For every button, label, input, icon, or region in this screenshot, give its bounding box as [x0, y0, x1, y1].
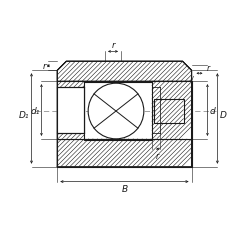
- Text: r: r: [155, 151, 159, 160]
- Polygon shape: [57, 139, 191, 167]
- Text: r: r: [43, 62, 46, 71]
- Text: d: d: [209, 106, 214, 115]
- Polygon shape: [57, 62, 191, 167]
- Polygon shape: [57, 62, 191, 82]
- Polygon shape: [151, 82, 191, 139]
- Text: B: B: [121, 184, 127, 193]
- Text: D: D: [219, 110, 226, 119]
- Text: r: r: [206, 64, 209, 73]
- Polygon shape: [153, 100, 183, 123]
- Polygon shape: [84, 82, 151, 83]
- Text: D₁: D₁: [19, 110, 29, 119]
- Polygon shape: [84, 139, 151, 140]
- Text: d₁: d₁: [30, 106, 39, 115]
- Polygon shape: [57, 88, 84, 133]
- Polygon shape: [57, 82, 84, 139]
- Circle shape: [88, 84, 143, 139]
- Text: r: r: [111, 41, 114, 50]
